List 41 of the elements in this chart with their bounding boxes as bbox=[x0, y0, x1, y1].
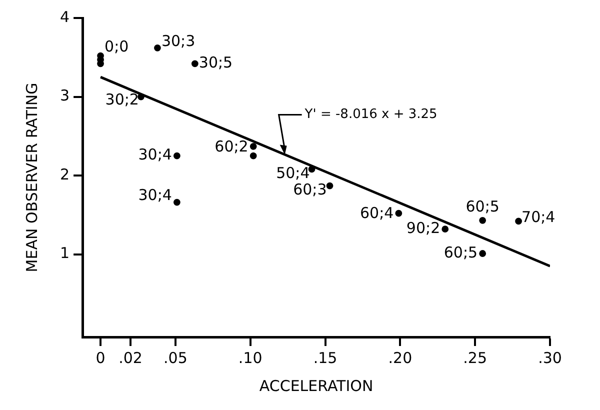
x-axis-title: ACCELERATION bbox=[259, 376, 374, 395]
point bbox=[442, 226, 449, 233]
x-tick-label: .25 bbox=[463, 348, 488, 367]
point bbox=[250, 152, 257, 160]
y-tick-label: 3 bbox=[60, 86, 70, 105]
y-axis-title: MEAN OBSERVER RATING bbox=[22, 82, 41, 272]
y-tick-label: 4 bbox=[60, 8, 70, 26]
point bbox=[154, 44, 161, 52]
annotation: 60;2 bbox=[214, 137, 248, 156]
point bbox=[191, 60, 198, 68]
annotation: 70;4 bbox=[522, 208, 556, 226]
annotation: 0;0 bbox=[104, 38, 129, 56]
annotation: 60;3 bbox=[293, 180, 327, 199]
annotation: 30;4 bbox=[138, 186, 172, 204]
x-tick-label: .02 bbox=[118, 348, 142, 367]
point bbox=[173, 198, 180, 206]
annotation: 60;5 bbox=[466, 197, 500, 216]
annotation: Y' = -8.016 x + 3.25 bbox=[304, 107, 438, 122]
annotation: 50;4 bbox=[276, 164, 310, 182]
point bbox=[250, 142, 257, 150]
point bbox=[479, 216, 486, 224]
annotation: 60;5 bbox=[444, 243, 478, 262]
annotation: 30;3 bbox=[161, 32, 196, 50]
x-tick-label: .10 bbox=[238, 348, 262, 367]
point bbox=[515, 218, 522, 225]
annotation: 30;2 bbox=[105, 90, 139, 109]
y-tick-label: 2 bbox=[60, 165, 70, 184]
point bbox=[479, 250, 486, 257]
point bbox=[326, 182, 334, 190]
x-tick-label: .15 bbox=[313, 348, 338, 367]
x-tick-label: .05 bbox=[164, 348, 188, 367]
annotation: 90;2 bbox=[406, 218, 440, 237]
annotation: 30;5 bbox=[198, 54, 233, 72]
point bbox=[173, 152, 180, 160]
annotation: 60;4 bbox=[360, 204, 394, 222]
annotation: 30;4 bbox=[138, 146, 172, 164]
x-tick-label: .20 bbox=[388, 348, 412, 367]
point bbox=[395, 210, 402, 217]
x-tick-label: .30 bbox=[538, 348, 562, 367]
y-tick-label: 1 bbox=[60, 244, 70, 262]
x-tick-label: 0 bbox=[96, 348, 106, 367]
